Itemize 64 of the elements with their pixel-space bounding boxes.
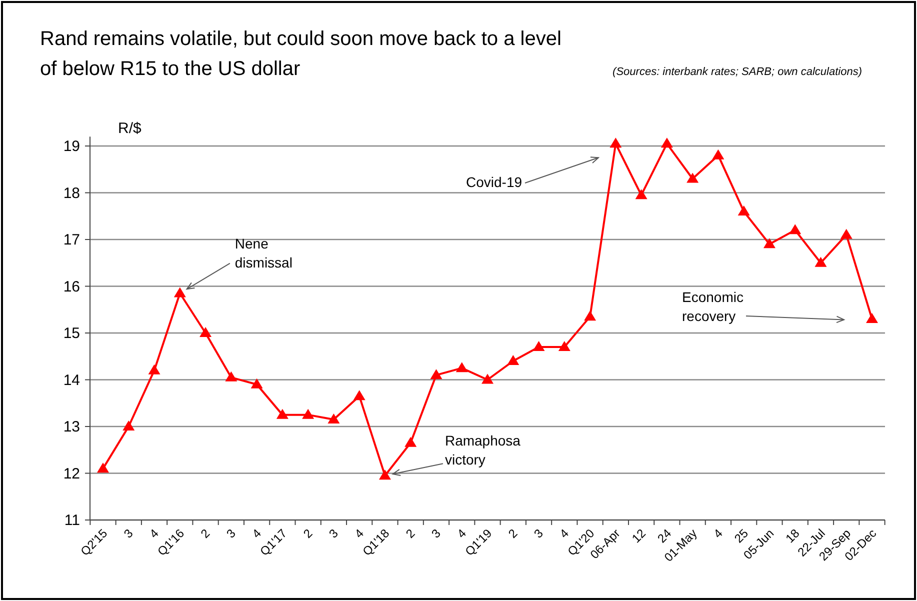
point [712,149,724,160]
x-tick-label: 3 [531,526,546,541]
point [174,287,186,298]
point [558,341,570,352]
point [328,413,340,424]
annotation: Economic recovery [682,289,744,324]
point [789,224,802,234]
x-tick-label: 3 [224,526,239,541]
point [584,310,596,321]
point [302,408,314,419]
y-tick-label: 13 [63,418,80,436]
x-tick-label: 4 [352,526,367,541]
x-tick-label: 3 [428,526,444,541]
point [225,371,238,382]
y-tick-label: 14 [63,372,80,389]
x-tick-label: 4 [146,526,162,541]
y-tick-label: 16 [63,278,80,296]
x-tick-label: 4 [454,526,470,541]
point [122,420,135,430]
y-tick-label: 15 [63,325,80,342]
x-tick-label: 18 [782,526,802,546]
point [404,436,417,447]
y-tick-label: 17 [63,232,80,248]
point [532,341,545,352]
point [507,355,520,366]
point [97,462,109,473]
x-tick-label: 3 [121,526,136,541]
chart-subtitle: (Sources: interbank rates; SARB; own calculations) [612,66,862,78]
point [276,408,288,419]
point [456,362,468,372]
point [660,138,673,148]
point [482,374,494,384]
annotation: Ramaphosa victory [444,432,521,468]
point [610,138,622,148]
point [814,256,827,267]
y-tick-label: 19 [63,138,80,155]
point [250,378,263,388]
point [840,228,852,239]
point [738,205,750,216]
x-tick-label: 4 [249,526,264,541]
point [635,189,648,200]
y-tick-label: 18 [63,184,80,202]
x-tick-label: 3 [326,526,342,541]
point [148,364,160,374]
x-tick-label: 2 [300,526,316,541]
annotation: Nene dismissal [234,235,292,270]
point [353,390,366,400]
chart-title: Rand remains volatile, but could soon move back to a level of below R15 to the US dollar [40,28,562,80]
x-tick-label: 2 [506,526,520,541]
point [686,172,699,183]
point [763,238,776,248]
annotation: Covid-19 [466,174,522,190]
point [200,327,212,337]
x-tick-label: 2 [198,526,213,541]
x-tick-label: 12 [629,526,649,546]
x-tick-label: 2 [403,526,418,541]
y-tick-label: 11 [64,512,80,529]
x-tick-label: 4 [710,526,726,541]
point [866,312,878,323]
point [430,369,442,380]
y-tick-label: 12 [63,465,80,482]
y-axis-title: R/$ [118,120,142,137]
point [378,470,391,480]
x-tick-label: 4 [556,526,572,541]
